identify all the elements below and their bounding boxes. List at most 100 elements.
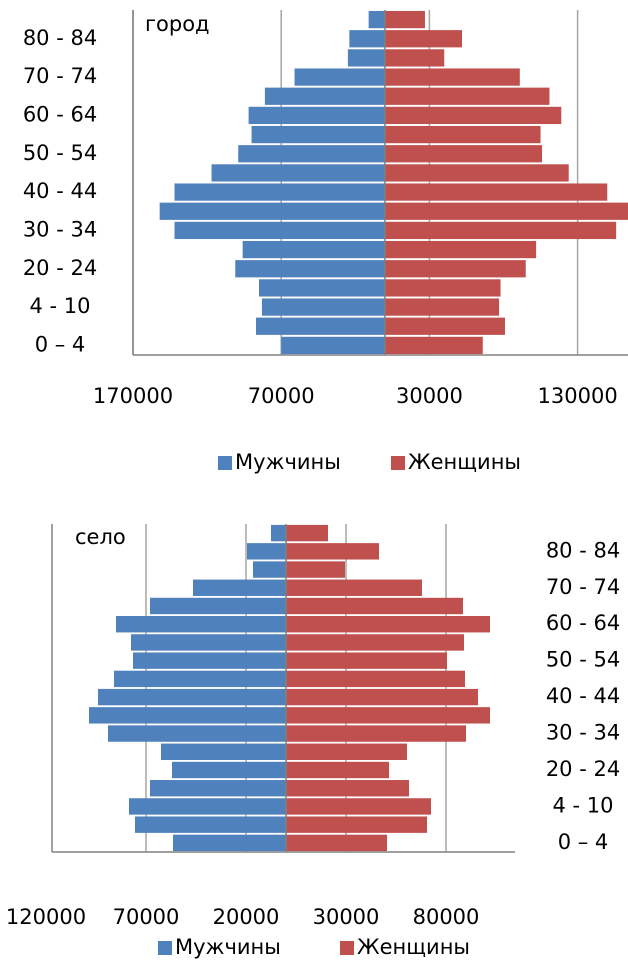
bar bbox=[264, 87, 385, 105]
legend-swatch bbox=[218, 456, 232, 470]
bar bbox=[211, 164, 385, 182]
bar bbox=[384, 106, 562, 125]
x-tick-label: 30000 bbox=[396, 384, 463, 408]
bar bbox=[286, 780, 409, 797]
category-label: 4 - 10 bbox=[552, 793, 613, 817]
bar bbox=[347, 49, 385, 67]
bar bbox=[286, 597, 463, 615]
bar bbox=[384, 260, 526, 278]
bar bbox=[133, 652, 286, 669]
category-label: 50 - 54 bbox=[23, 141, 97, 165]
bar bbox=[235, 260, 385, 278]
x-tick-label: 70000 bbox=[248, 384, 315, 408]
bar bbox=[286, 561, 345, 578]
bar bbox=[384, 30, 463, 48]
legend-label: Мужчины bbox=[235, 450, 341, 474]
bar bbox=[161, 743, 286, 760]
bar bbox=[384, 49, 445, 67]
bar bbox=[281, 336, 385, 355]
bar bbox=[384, 10, 425, 29]
x-tick-label: 170000 bbox=[93, 384, 173, 408]
bar bbox=[294, 68, 385, 86]
bar bbox=[286, 634, 464, 651]
bar bbox=[172, 761, 286, 779]
legend-swatch bbox=[391, 456, 405, 470]
legend-label: Женщины bbox=[408, 450, 521, 474]
category-label: 0 – 4 bbox=[35, 332, 86, 356]
bar bbox=[271, 524, 286, 542]
x-tick-label: 20000 bbox=[213, 905, 280, 929]
bar bbox=[384, 336, 483, 355]
bar bbox=[384, 68, 520, 86]
bar bbox=[174, 183, 385, 201]
bar bbox=[173, 834, 286, 852]
bar bbox=[286, 670, 465, 688]
x-tick-label: 70000 bbox=[113, 905, 180, 929]
bar bbox=[242, 240, 385, 259]
category-label: 60 - 64 bbox=[546, 611, 620, 635]
bar bbox=[286, 616, 490, 633]
chart-title: село bbox=[75, 525, 126, 549]
bar bbox=[114, 670, 286, 688]
legend-swatch bbox=[340, 941, 354, 955]
bar bbox=[150, 780, 286, 797]
bar bbox=[286, 688, 478, 706]
bar bbox=[384, 202, 628, 220]
bar bbox=[384, 87, 550, 105]
bar bbox=[384, 221, 617, 240]
bar bbox=[384, 298, 500, 316]
category-label: 70 - 74 bbox=[546, 575, 620, 599]
bar bbox=[349, 30, 385, 48]
category-label: 4 - 10 bbox=[29, 294, 90, 318]
bar bbox=[286, 652, 447, 669]
category-label: 30 - 34 bbox=[23, 217, 97, 241]
bar bbox=[256, 317, 385, 335]
bar bbox=[286, 816, 427, 833]
bar bbox=[286, 524, 328, 542]
bar bbox=[286, 798, 431, 815]
legend-swatch bbox=[158, 941, 172, 955]
bar bbox=[89, 707, 286, 724]
category-label: 0 – 4 bbox=[558, 830, 609, 854]
x-tick-label: 130000 bbox=[538, 384, 618, 408]
bar bbox=[384, 279, 501, 297]
bar bbox=[247, 543, 286, 560]
category-label: 70 - 74 bbox=[23, 64, 97, 88]
bar bbox=[248, 106, 385, 125]
legend-label: Женщины bbox=[357, 935, 470, 959]
x-tick-label: 120000 bbox=[6, 905, 86, 929]
bar bbox=[286, 761, 389, 779]
bar bbox=[238, 145, 385, 163]
category-label: 80 - 84 bbox=[23, 26, 97, 50]
x-tick-label: 80000 bbox=[413, 905, 480, 929]
bar bbox=[135, 816, 286, 833]
category-label: 20 - 24 bbox=[23, 256, 97, 280]
category-label: 40 - 44 bbox=[23, 179, 97, 203]
category-label: 80 - 84 bbox=[546, 538, 620, 562]
bar bbox=[131, 634, 286, 651]
legend-label: Мужчины bbox=[175, 935, 281, 959]
chart-title: город bbox=[145, 12, 210, 36]
bar bbox=[286, 579, 422, 596]
bar bbox=[384, 164, 569, 182]
bar bbox=[253, 561, 286, 578]
bar bbox=[98, 688, 286, 706]
bar bbox=[258, 279, 385, 297]
bar bbox=[174, 221, 385, 240]
x-tick-label: 30000 bbox=[313, 905, 380, 929]
category-label: 40 - 44 bbox=[546, 684, 620, 708]
category-label: 50 - 54 bbox=[546, 648, 620, 672]
bar bbox=[286, 725, 466, 742]
bar bbox=[116, 616, 286, 633]
bar bbox=[368, 10, 385, 29]
bar bbox=[193, 579, 286, 596]
bar bbox=[261, 298, 385, 316]
bar bbox=[108, 725, 286, 742]
bar bbox=[286, 707, 490, 724]
bar bbox=[159, 202, 385, 220]
category-label: 60 - 64 bbox=[23, 102, 97, 126]
category-label: 20 - 24 bbox=[546, 757, 620, 781]
bar bbox=[384, 240, 537, 259]
bar bbox=[286, 543, 379, 560]
